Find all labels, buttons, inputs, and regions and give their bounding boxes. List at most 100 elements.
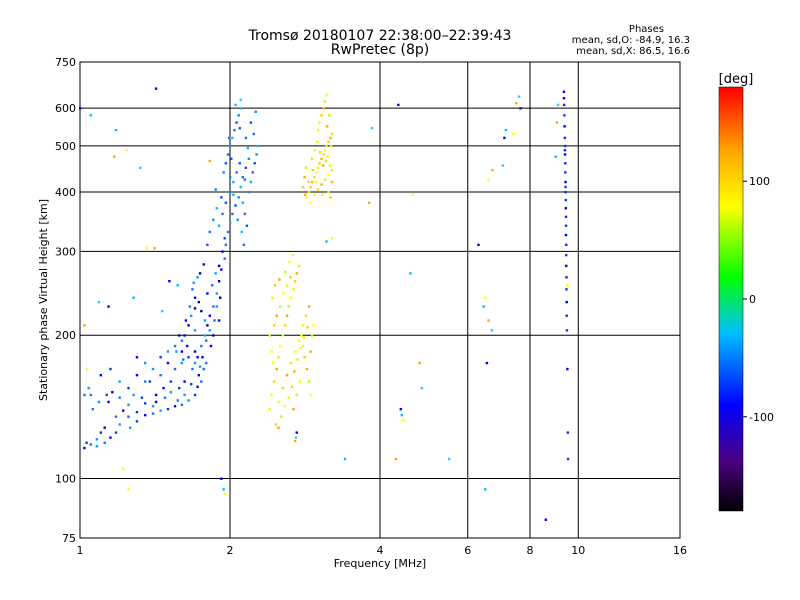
data-point xyxy=(193,393,197,397)
data-point xyxy=(151,367,155,371)
data-point xyxy=(193,296,197,299)
data-point xyxy=(322,153,325,156)
data-point xyxy=(271,296,274,299)
colorbar-tick-label: 0 xyxy=(749,293,756,306)
data-point xyxy=(212,305,215,308)
data-point xyxy=(343,457,347,461)
data-point xyxy=(193,307,197,310)
stats-o-line: mean, sd,O: -84.9, 16.3 xyxy=(571,35,690,46)
data-point xyxy=(273,284,277,287)
data-point xyxy=(293,370,296,373)
data-point xyxy=(307,305,311,308)
data-point xyxy=(564,207,567,210)
data-point xyxy=(249,121,253,124)
data-point xyxy=(490,329,494,332)
data-point xyxy=(196,276,199,279)
data-point xyxy=(203,319,207,322)
data-point xyxy=(182,358,185,361)
data-point xyxy=(105,393,108,397)
data-point xyxy=(242,243,246,247)
x-tick-label: 2 xyxy=(227,544,234,557)
data-point xyxy=(565,300,568,304)
data-point xyxy=(159,374,162,377)
y-axis-label: Stationary phase Virtual Height [km] xyxy=(37,199,50,401)
data-point xyxy=(224,201,228,204)
data-point xyxy=(564,162,567,165)
data-point xyxy=(409,272,412,275)
data-point xyxy=(281,386,284,390)
data-point xyxy=(192,281,195,284)
data-point xyxy=(187,356,190,359)
data-point xyxy=(301,324,305,327)
data-point xyxy=(222,171,225,174)
data-point xyxy=(310,157,314,161)
data-point xyxy=(159,356,162,359)
data-point xyxy=(418,361,421,365)
data-point xyxy=(512,132,515,136)
data-point xyxy=(220,477,223,480)
data-point xyxy=(223,257,226,260)
data-point xyxy=(307,380,311,383)
data-point xyxy=(127,386,130,390)
data-point xyxy=(200,309,203,313)
data-point xyxy=(318,121,321,124)
data-point xyxy=(197,374,201,377)
data-point xyxy=(91,407,95,411)
data-point xyxy=(234,103,237,107)
data-point xyxy=(103,426,106,429)
data-point xyxy=(127,403,130,406)
data-point xyxy=(316,128,320,132)
data-point xyxy=(210,284,214,287)
y-tick-label: 400 xyxy=(55,186,76,199)
y-tick-label: 300 xyxy=(55,245,76,258)
data-point xyxy=(515,102,518,105)
data-point xyxy=(565,329,569,332)
data-point xyxy=(200,380,203,383)
data-point xyxy=(107,305,110,308)
data-point xyxy=(217,264,221,268)
data-point xyxy=(563,114,566,117)
data-point xyxy=(327,190,330,194)
data-point xyxy=(566,457,570,461)
stats-x-line: mean, sd,X: 86.5, 16.6 xyxy=(576,46,690,57)
x-tick-label: 10 xyxy=(571,544,585,557)
colorbar-tick-label: 100 xyxy=(749,175,770,188)
data-point xyxy=(215,292,219,295)
data-point xyxy=(87,386,90,390)
data-point xyxy=(220,268,223,271)
data-point xyxy=(202,367,205,371)
data-point xyxy=(255,153,258,156)
data-point xyxy=(224,162,228,165)
data-point xyxy=(235,121,238,124)
data-point xyxy=(217,280,221,283)
data-point xyxy=(247,190,251,194)
data-point xyxy=(201,356,204,359)
data-point xyxy=(135,410,139,414)
data-point xyxy=(564,233,568,237)
data-point xyxy=(324,159,327,163)
data-point xyxy=(517,95,521,98)
data-point xyxy=(566,431,570,434)
data-point xyxy=(564,198,567,202)
data-point xyxy=(330,168,334,172)
chart-title: Tromsø 20180107 22:38:00–22:39:43 xyxy=(248,28,512,44)
data-point xyxy=(316,188,320,191)
data-point xyxy=(109,367,112,371)
data-point xyxy=(237,114,240,117)
data-point xyxy=(564,215,568,219)
data-point xyxy=(252,132,255,136)
data-point xyxy=(285,374,289,377)
data-point xyxy=(303,175,306,179)
data-point xyxy=(233,128,236,132)
data-point xyxy=(296,358,299,361)
data-point xyxy=(563,148,567,152)
data-point xyxy=(166,350,170,353)
data-point xyxy=(370,127,374,130)
data-point xyxy=(89,114,92,117)
data-point xyxy=(237,196,240,199)
data-point xyxy=(310,180,314,184)
data-point xyxy=(188,305,192,308)
data-point xyxy=(215,305,219,308)
data-point xyxy=(320,114,323,117)
data-point xyxy=(143,380,147,383)
